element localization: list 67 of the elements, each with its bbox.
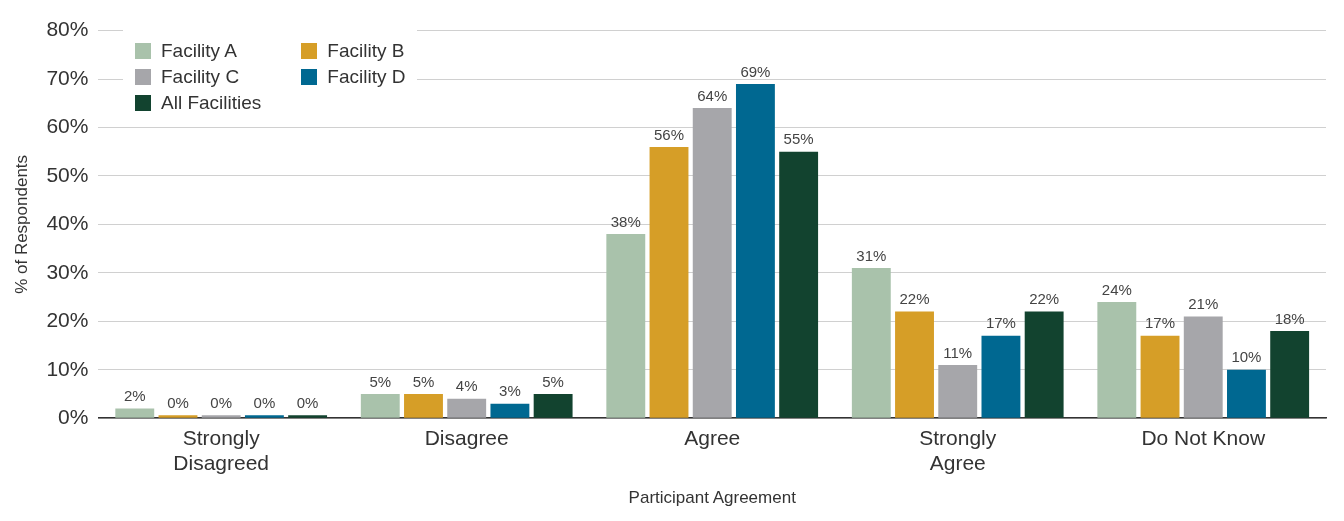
data-label: 17%: [1145, 314, 1176, 332]
data-label: 0%: [210, 393, 233, 411]
data-label: 11%: [943, 343, 973, 361]
data-label: 64%: [697, 86, 728, 104]
legend-label: Facility B: [327, 40, 405, 62]
x-tick-label: Strongly Agree: [919, 425, 997, 474]
bar: [649, 146, 689, 418]
bar: [851, 268, 891, 418]
bar: [115, 408, 155, 418]
legend-label: Facility C: [161, 66, 240, 88]
data-label: 38%: [610, 212, 641, 230]
bar: [1183, 316, 1223, 418]
data-label: 5%: [369, 372, 392, 390]
data-label: 0%: [167, 393, 189, 411]
y-tick-label: 30%: [46, 259, 89, 283]
bar: [1097, 301, 1137, 418]
data-label: 56%: [653, 125, 685, 143]
x-tick-label: Agree: [684, 425, 741, 449]
data-label: 22%: [1029, 290, 1060, 308]
data-label: 0%: [253, 393, 276, 411]
y-tick-label: 10%: [46, 356, 89, 380]
x-tick-label: Disagree: [424, 425, 509, 449]
y-tick-label: 20%: [46, 308, 89, 332]
data-label: 2%: [123, 387, 146, 405]
data-label: 17%: [985, 314, 1016, 332]
bar: [606, 234, 646, 418]
data-label: 55%: [783, 130, 814, 148]
bar: [447, 398, 487, 418]
legend-label: All Facilities: [161, 92, 262, 114]
data-label: 0%: [296, 393, 319, 411]
legend-label: Facility A: [161, 40, 238, 62]
data-label: 4%: [455, 377, 478, 395]
y-tick-label: 80%: [46, 17, 89, 41]
bar: [1227, 369, 1266, 418]
bar: [360, 393, 400, 418]
bar: [692, 108, 732, 418]
bar: [895, 311, 934, 418]
bar: [1024, 311, 1064, 418]
y-tick-label: 0%: [58, 405, 89, 428]
x-tick-label: Strongly Disagreed: [173, 425, 270, 474]
data-label: 18%: [1274, 309, 1305, 327]
bar: [490, 403, 530, 418]
y-axis-title: % of Respondents: [11, 154, 31, 294]
legend-label: Facility D: [327, 66, 406, 88]
bar: [1270, 330, 1310, 418]
y-tick-label: 70%: [46, 65, 89, 89]
data-label: 31%: [856, 246, 887, 264]
data-label: 22%: [899, 290, 930, 308]
y-tick-label: 40%: [46, 211, 89, 235]
bar: [404, 393, 443, 418]
bar: [938, 364, 978, 418]
x-axis-title: Participant Agreement: [628, 488, 797, 508]
bar: [735, 83, 775, 418]
y-tick-label: 50%: [46, 162, 89, 186]
data-label: 69%: [740, 62, 771, 80]
x-tick-label: Do Not Know: [1141, 425, 1266, 449]
bar: [981, 335, 1021, 418]
data-label: 5%: [542, 372, 564, 390]
bar: [1140, 335, 1180, 418]
data-label: 10%: [1231, 348, 1262, 366]
data-label: 3%: [499, 382, 521, 400]
bar: [779, 151, 819, 418]
bar: [533, 393, 573, 418]
data-label: 5%: [412, 372, 435, 390]
data-label: 21%: [1188, 295, 1219, 313]
data-label: 24%: [1101, 280, 1132, 298]
y-tick-label: 60%: [46, 114, 89, 138]
